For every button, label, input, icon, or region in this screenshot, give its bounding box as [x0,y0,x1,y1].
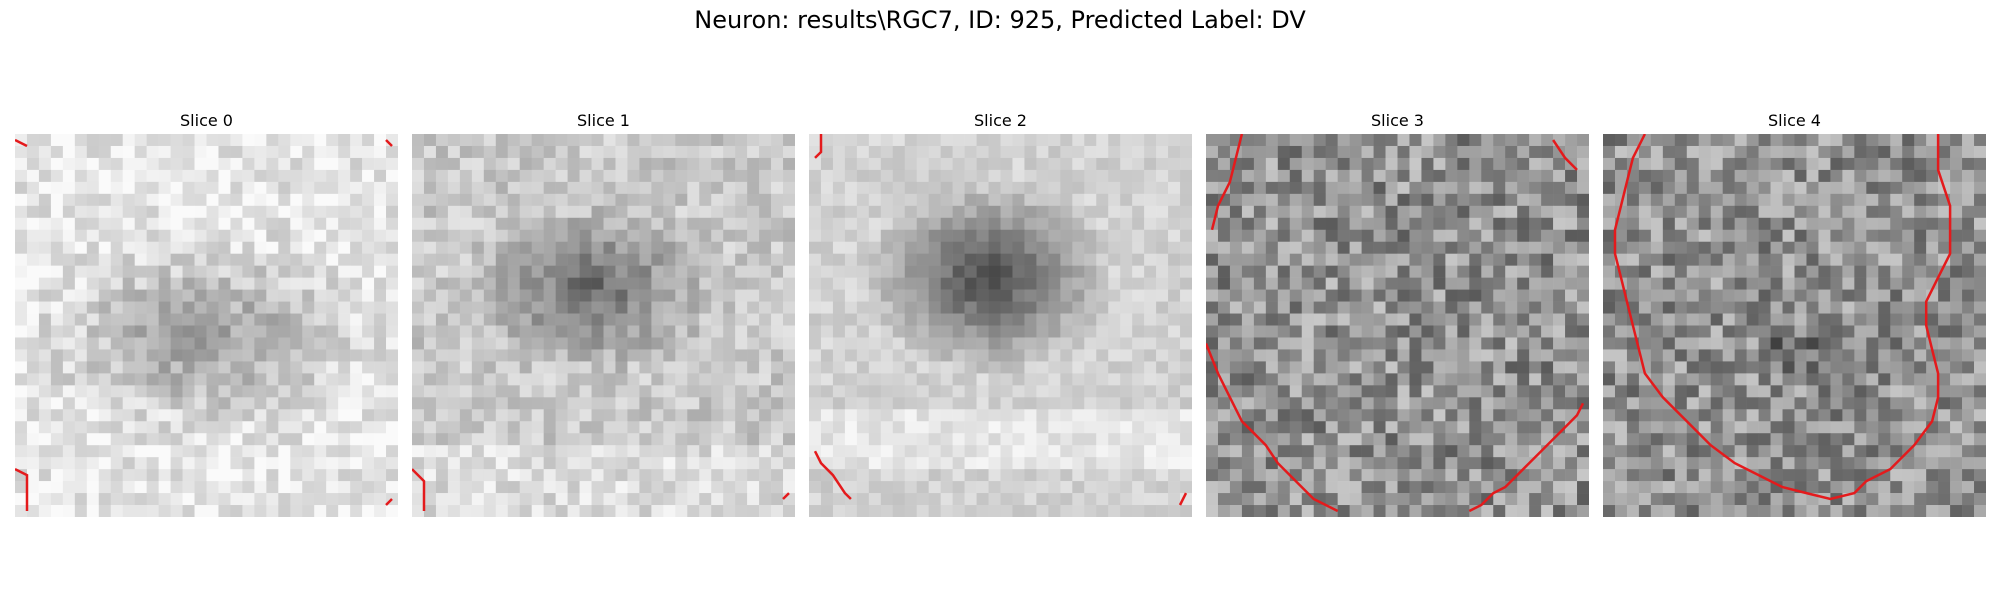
contour-line [385,498,393,506]
slice-image-1 [412,134,795,517]
contour-line [1178,492,1188,506]
contour-line [15,138,28,148]
contour-line [385,139,393,147]
contour-line [813,450,852,500]
slice-panel-2: Slice 2 [809,108,1192,517]
contour-line [1210,134,1244,231]
slice-panel-0: Slice 0 [15,108,398,517]
slice-title-1: Slice 1 [577,111,630,130]
contour-line [15,467,29,511]
slice-panel-1: Slice 1 [412,108,795,517]
contour-line [1552,139,1578,171]
slice-image-2 [809,134,1192,517]
slice-image-4 [1603,134,1986,517]
contour-line [412,468,426,511]
contour-line [814,134,823,159]
slice-image-3 [1206,134,1589,517]
contour-line [1206,343,1339,513]
slice-title-2: Slice 2 [974,111,1027,130]
slice-panel-3: Slice 3 [1206,108,1589,517]
contour-line [1613,134,1952,501]
slice-panel-4: Slice 4 [1603,108,1986,517]
figure-title: Neuron: results\RGC7, ID: 925, Predicted… [694,6,1306,34]
slice-title-0: Slice 0 [180,111,233,130]
contour-line [782,492,790,500]
contour-line [1468,402,1585,513]
slice-title-4: Slice 4 [1768,111,1821,130]
slice-title-3: Slice 3 [1371,111,1424,130]
slice-image-0 [15,134,398,517]
